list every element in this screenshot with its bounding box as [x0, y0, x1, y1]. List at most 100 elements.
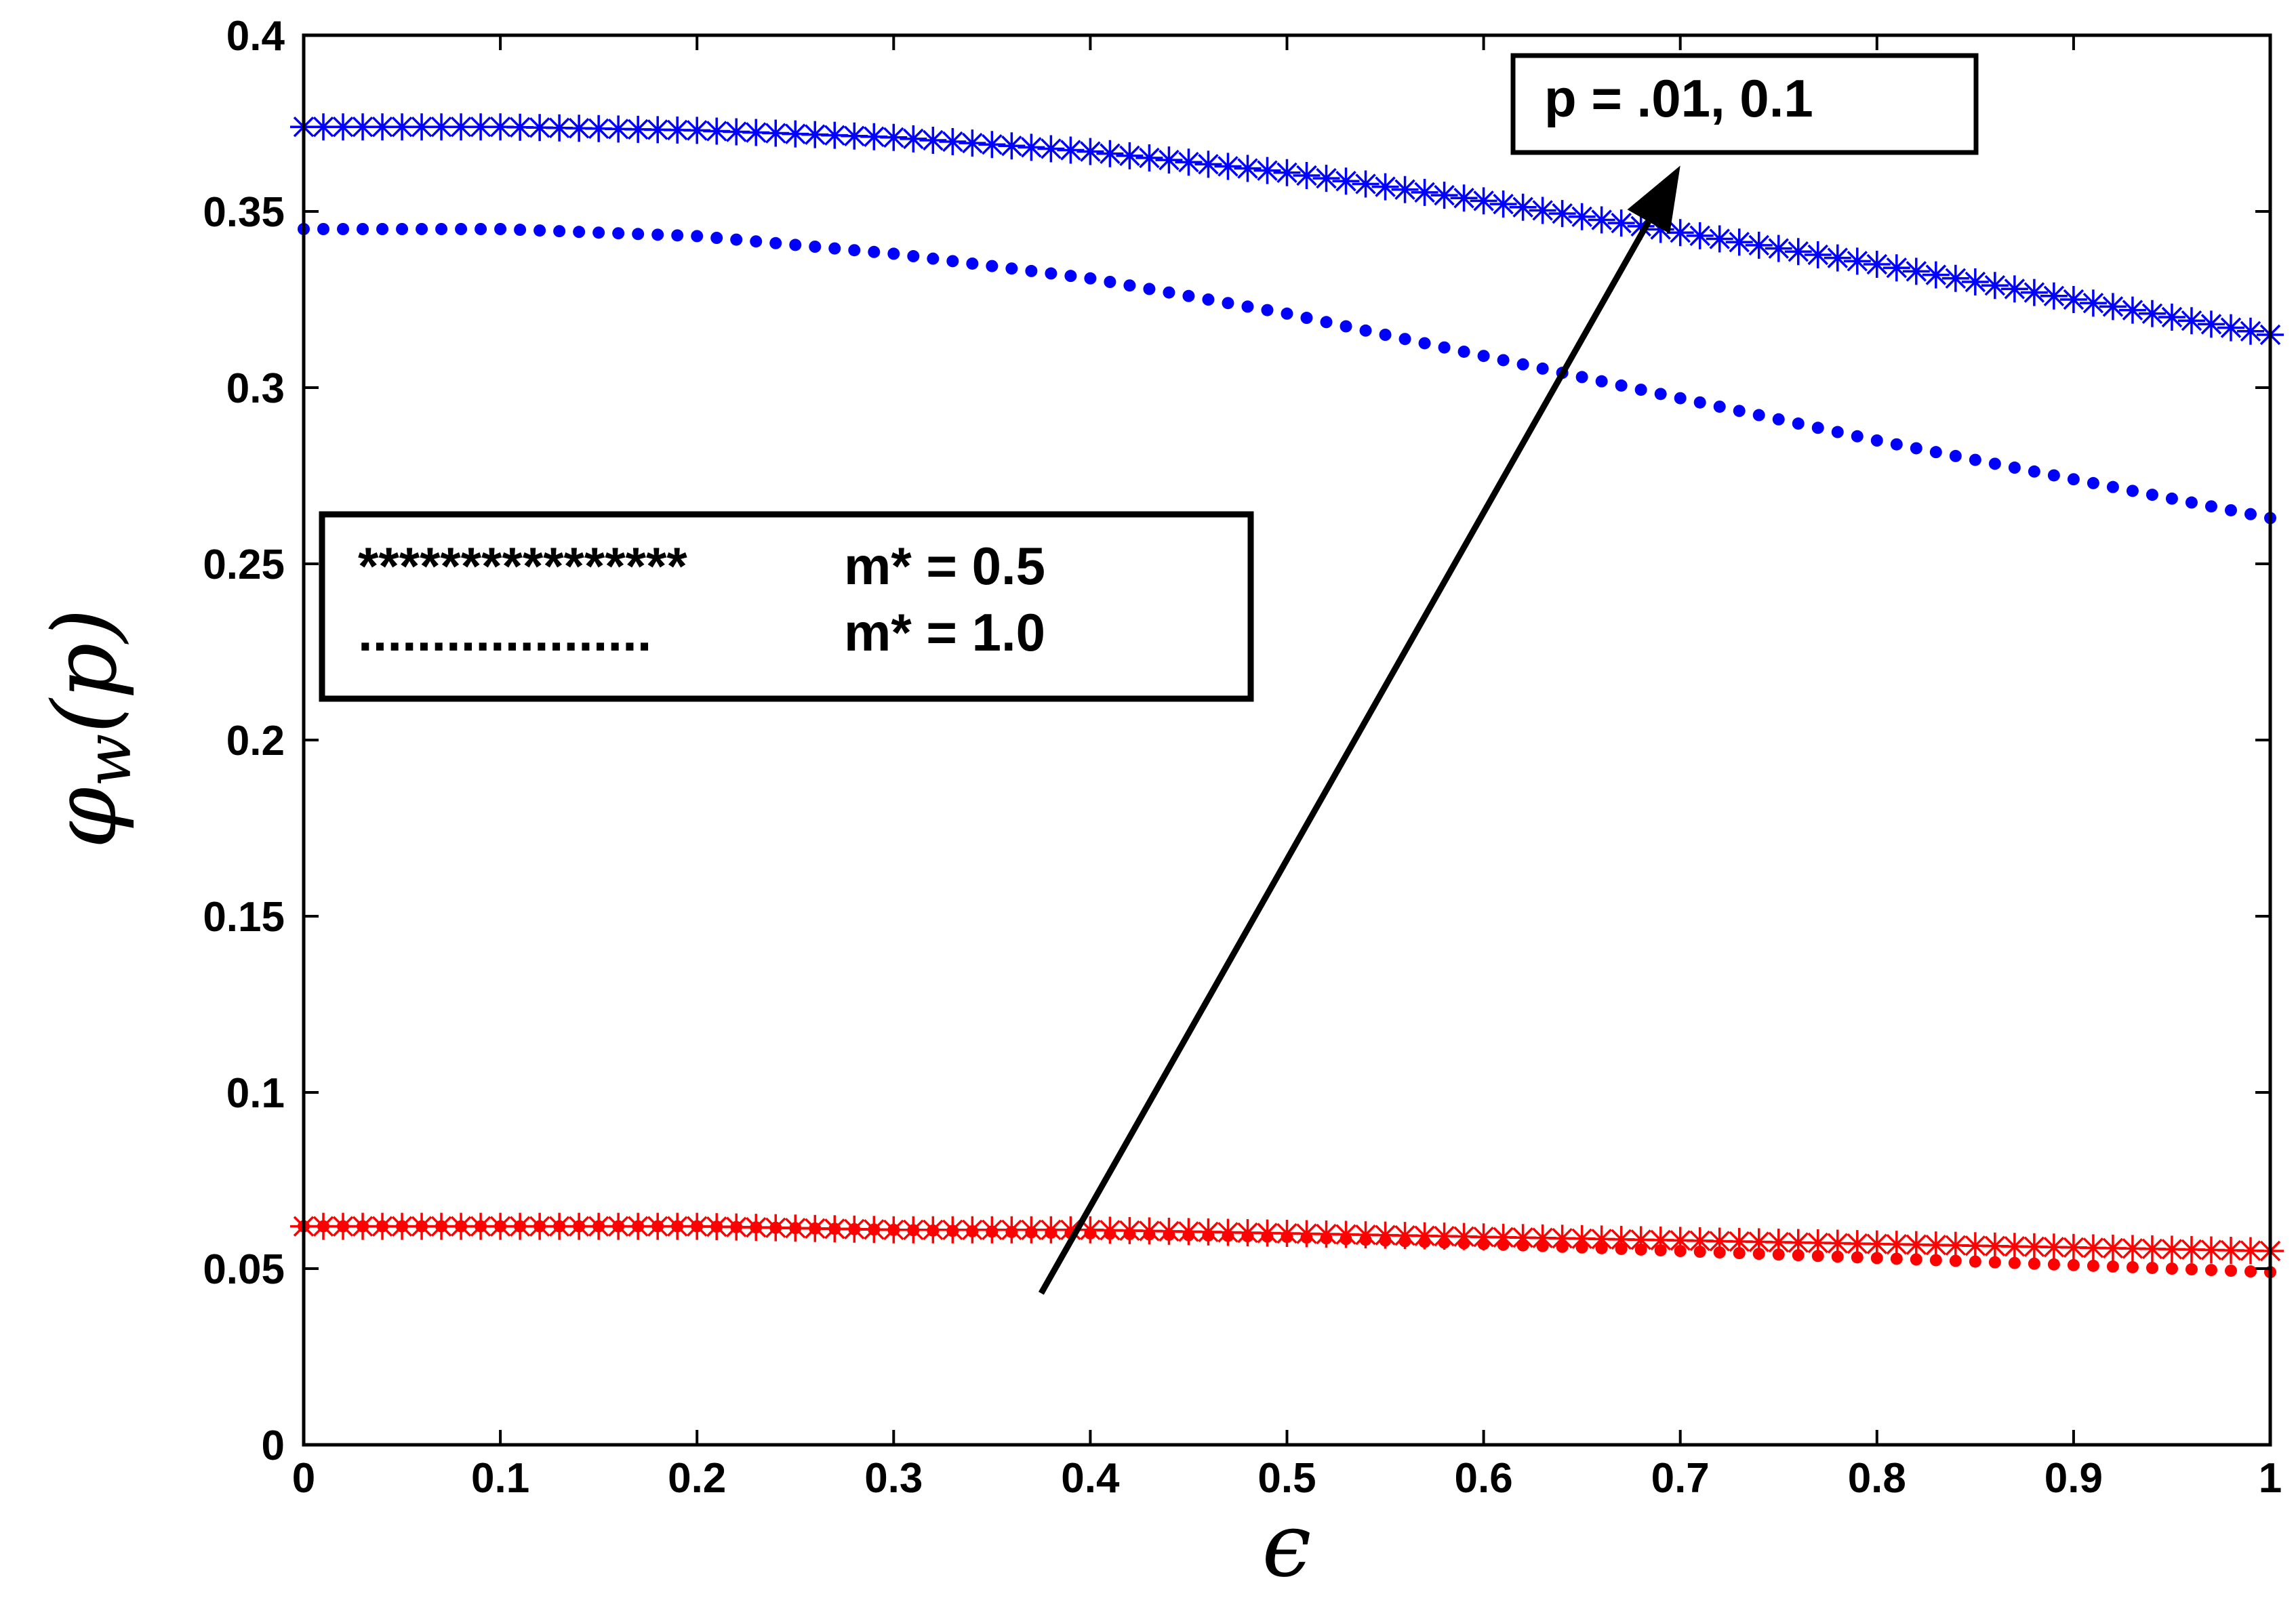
data-point	[703, 117, 731, 145]
data-point	[2177, 1235, 2205, 1263]
data-point	[2138, 300, 2166, 327]
y-axis-label-symbol: φ	[33, 787, 136, 848]
data-point	[1123, 1228, 1136, 1241]
data-point	[1261, 304, 1274, 316]
data-point	[2028, 465, 2040, 478]
legend-label-m05: m* = 0.5	[844, 536, 1045, 596]
data-point	[2020, 279, 2048, 306]
data-point	[1568, 1225, 1596, 1252]
data-point	[357, 223, 369, 235]
data-point	[1222, 297, 1234, 310]
data-point	[691, 1220, 704, 1233]
data-point	[1713, 1246, 1726, 1259]
data-point	[1457, 1237, 1470, 1250]
data-point	[1359, 1233, 1372, 1246]
series-3	[298, 1220, 2276, 1279]
legend: **************** m* = 0.5 ..............…	[319, 511, 1254, 702]
data-point	[475, 1220, 487, 1233]
data-point	[447, 113, 475, 141]
data-point	[1870, 1252, 1883, 1265]
data-point	[1627, 212, 1655, 240]
data-point	[809, 1222, 822, 1235]
data-point	[1733, 1247, 1746, 1260]
data-point	[978, 131, 1006, 159]
data-point	[1792, 1249, 1805, 1262]
data-point	[408, 113, 436, 141]
data-point	[927, 1224, 940, 1237]
data-point	[1706, 1227, 1733, 1255]
data-point	[2158, 304, 2186, 331]
data-point	[2059, 286, 2087, 313]
data-point	[1686, 222, 1714, 249]
data-point	[907, 1224, 920, 1237]
x-tick-label: 0.8	[1848, 1455, 1906, 1502]
data-point	[1418, 337, 1431, 350]
y-axis-label-arg: (p)	[33, 609, 136, 734]
data-point	[1371, 173, 1399, 201]
data-point	[2047, 469, 2060, 482]
data-point	[1607, 209, 1635, 237]
data-point	[475, 223, 487, 235]
data-point	[1752, 409, 1765, 422]
data-point	[1457, 345, 1470, 358]
data-point	[428, 113, 456, 141]
data-point	[1713, 401, 1726, 413]
data-point	[900, 125, 927, 152]
data-point	[2146, 489, 2158, 501]
data-point	[573, 226, 586, 239]
data-point	[1765, 234, 1792, 262]
data-point	[1949, 449, 1962, 462]
data-point	[1674, 392, 1687, 405]
y-tick-label: 0.2	[226, 718, 285, 764]
data-point	[1045, 1226, 1058, 1239]
data-point	[1241, 300, 1254, 313]
data-point	[1320, 1232, 1333, 1245]
data-point	[1890, 438, 1903, 451]
data-point	[1332, 167, 1360, 195]
data-point	[1969, 1255, 1981, 1268]
data-point	[1398, 1235, 1411, 1248]
data-point	[2236, 317, 2264, 345]
data-point	[1076, 138, 1104, 165]
data-point	[310, 113, 338, 141]
data-point	[710, 1220, 723, 1233]
data-point	[1477, 1237, 1490, 1250]
data-point	[2224, 1265, 2237, 1277]
data-point	[1253, 157, 1281, 184]
data-point	[1438, 1236, 1451, 1249]
data-point	[762, 119, 790, 147]
data-point	[1595, 1242, 1608, 1254]
data-point	[1706, 225, 1733, 253]
data-point	[2040, 1233, 2068, 1261]
data-point	[2146, 1261, 2158, 1274]
data-point	[1588, 206, 1615, 234]
data-point	[1882, 254, 1910, 282]
data-point	[2118, 1235, 2146, 1263]
data-point	[1634, 384, 1647, 396]
data-point	[1745, 1228, 1773, 1256]
data-point	[1831, 1250, 1844, 1263]
data-point	[1941, 1231, 1969, 1259]
data-point	[1182, 1229, 1195, 1242]
data-point	[1379, 1234, 1392, 1247]
x-axis-label: ϵ	[1262, 1494, 1312, 1597]
data-point	[664, 116, 691, 144]
data-point	[514, 224, 527, 237]
data-point	[1241, 1230, 1254, 1243]
data-point	[1666, 219, 1694, 247]
data-point	[494, 1220, 507, 1233]
data-point	[2138, 1235, 2166, 1263]
data-point	[828, 242, 841, 255]
data-point	[1222, 1229, 1234, 1242]
data-point	[651, 1220, 664, 1233]
data-point	[2126, 485, 2139, 497]
annotation-box-frame	[1510, 53, 1979, 155]
data-point	[1607, 1225, 1635, 1253]
data-point	[789, 1222, 802, 1235]
data-point	[329, 113, 357, 141]
x-tick-label: 0.4	[1061, 1455, 1120, 1502]
data-point	[2099, 293, 2127, 321]
data-point	[769, 237, 782, 249]
data-point	[1320, 316, 1333, 329]
data-point	[2008, 461, 2021, 474]
